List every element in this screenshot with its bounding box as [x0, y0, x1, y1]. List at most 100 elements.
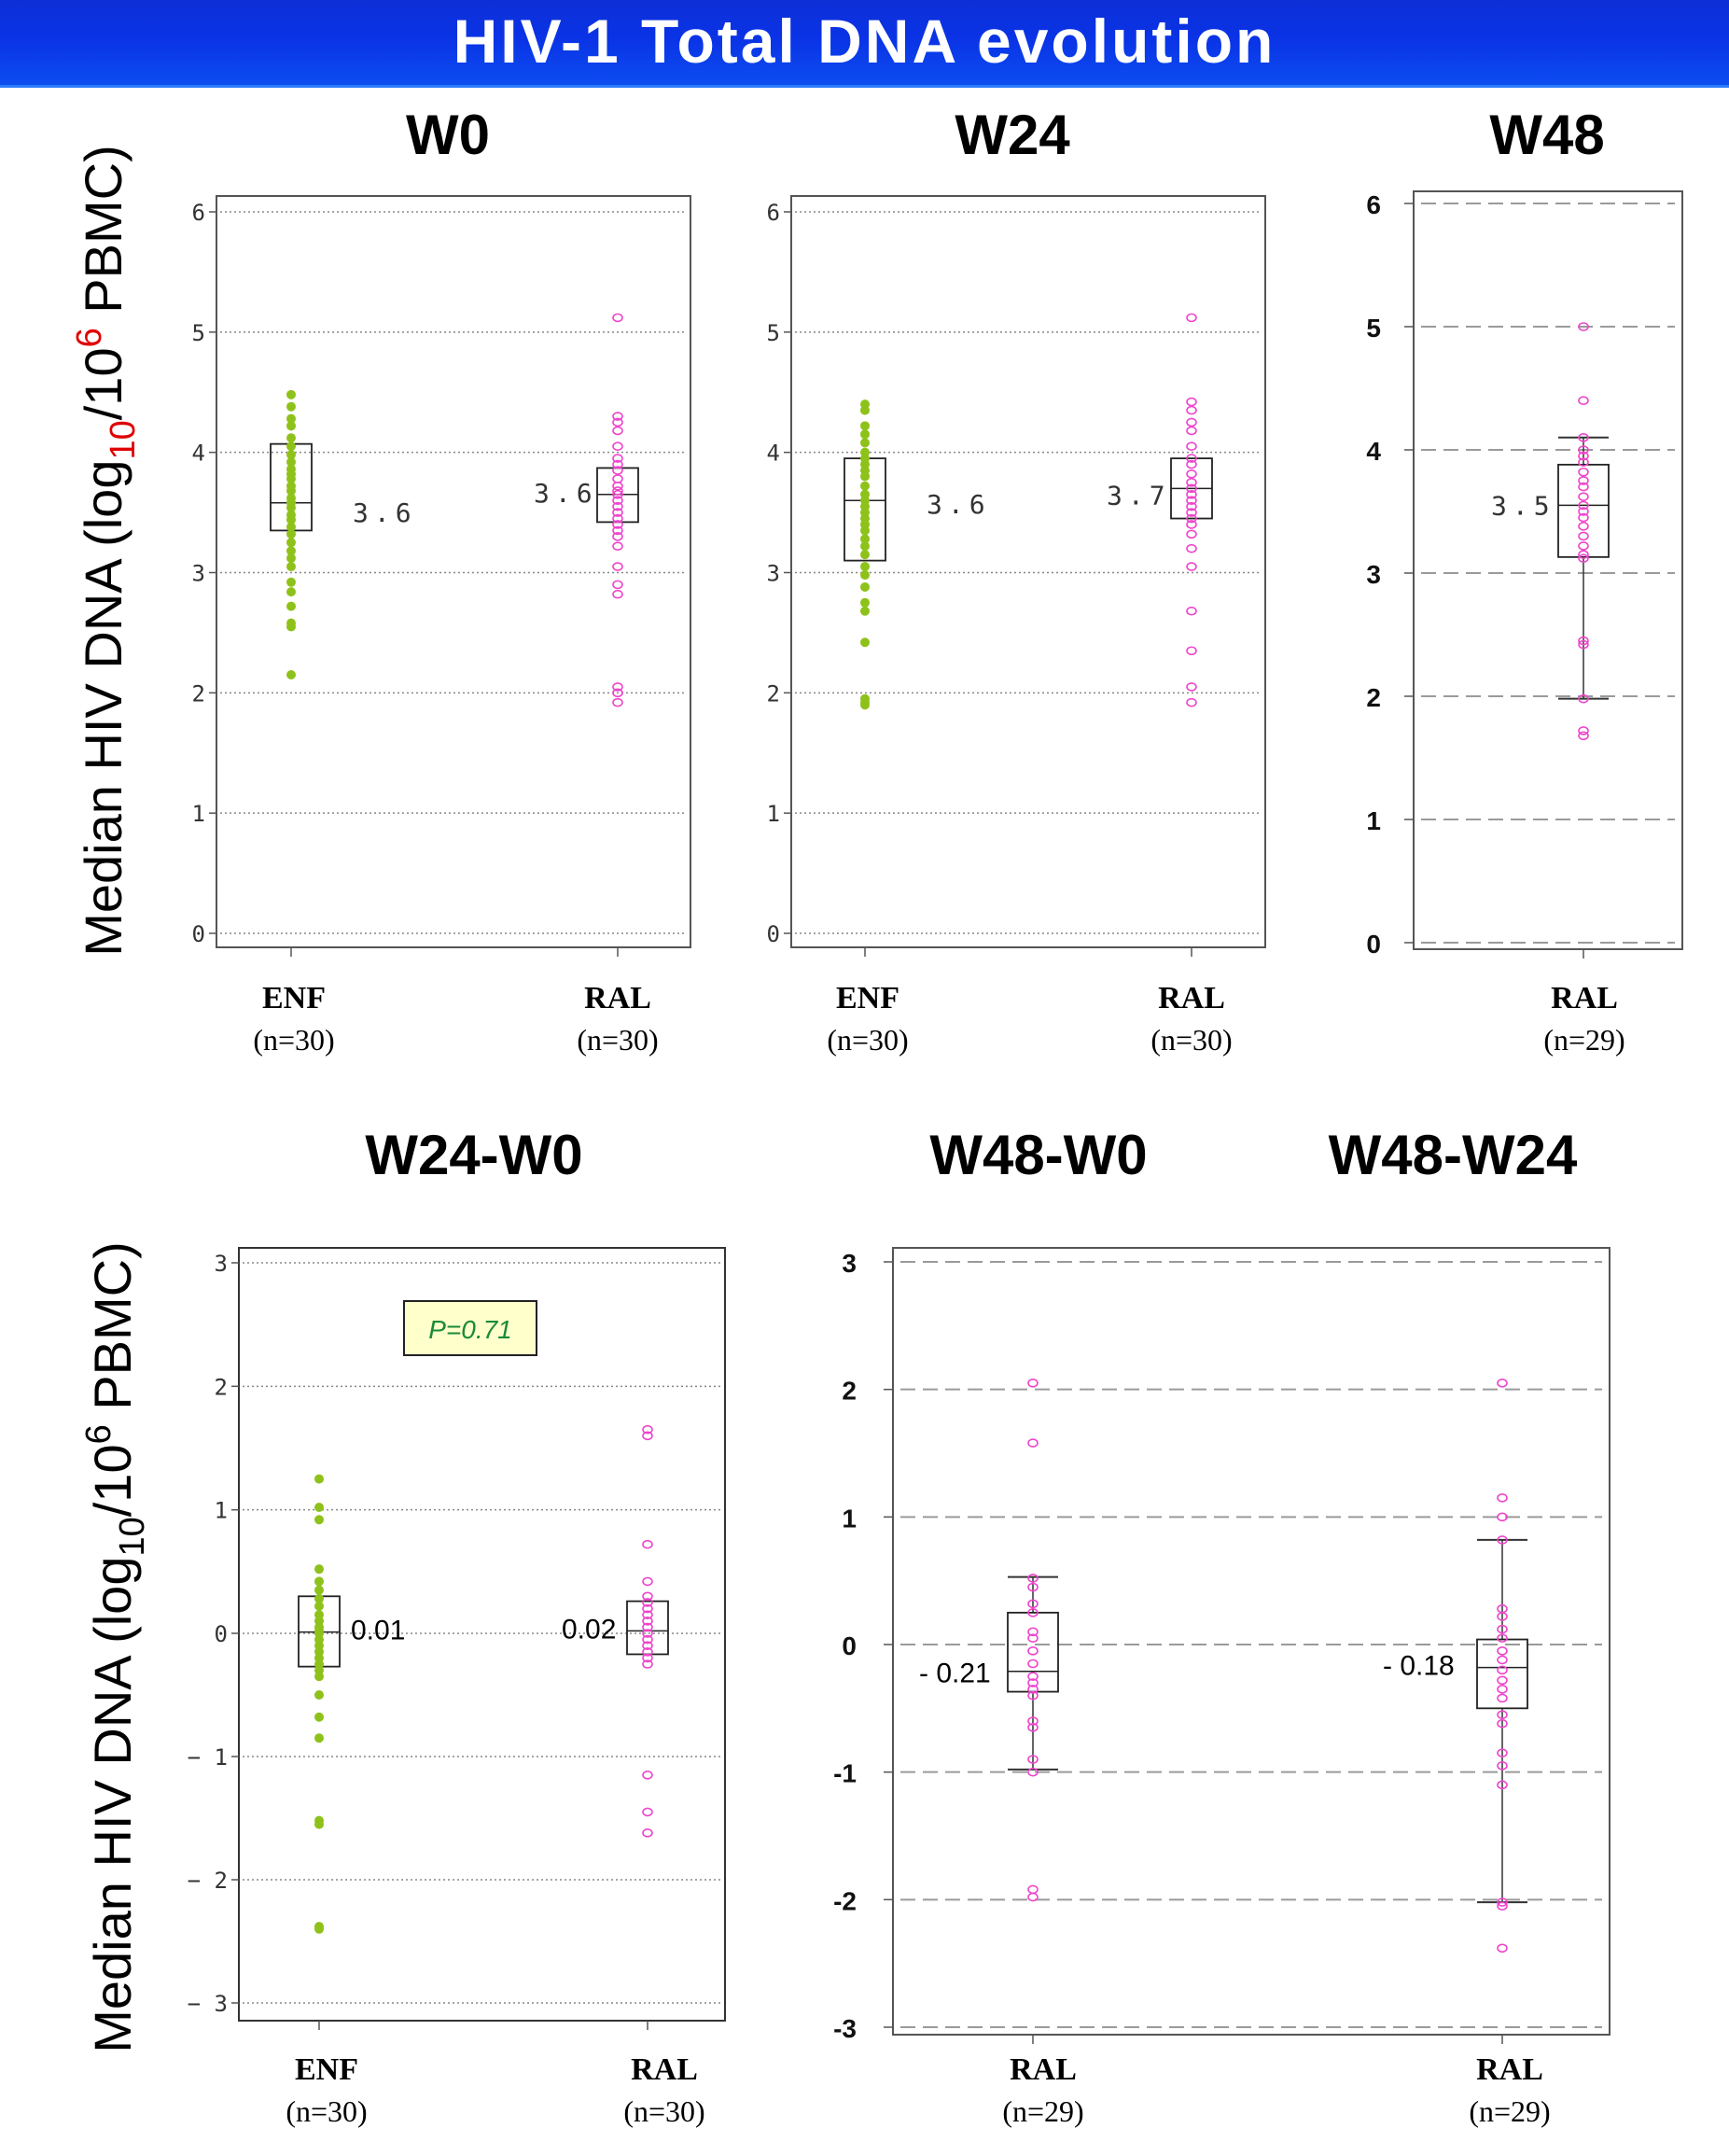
data-point-ral — [612, 417, 623, 427]
data-point-ral — [642, 1629, 653, 1638]
data-point-ral — [642, 1603, 653, 1614]
data-point-ral — [1186, 459, 1197, 469]
group-label: ENF — [262, 981, 326, 1015]
chart-panel-w24-1: W24 0 1 2 3 4 5 6 ENF (n=30) 3.6 RAL (n=30) 3.7 — [767, 104, 1266, 1057]
data-point-ral — [612, 697, 623, 707]
data-point-ral — [1578, 500, 1589, 511]
group-ral: RAL (n=30) 3.7 — [1107, 313, 1233, 1057]
tick-label: 4 — [767, 441, 780, 467]
tick-label: − 3 — [188, 1991, 228, 2017]
data-point-ral — [1578, 731, 1589, 741]
tick-label: 0 — [767, 921, 780, 947]
data-point-ral — [612, 688, 623, 698]
tick-label: 3 — [842, 1249, 857, 1278]
data-point-ral — [1186, 513, 1197, 524]
tick-label: 5 — [1366, 314, 1381, 343]
data-point-ral — [1497, 1665, 1508, 1675]
data-point-enf — [860, 471, 870, 482]
data-point-ral — [1186, 441, 1197, 452]
group-label: RAL — [631, 2052, 698, 2087]
data-point-enf — [286, 514, 296, 525]
data-point-enf — [314, 1564, 324, 1575]
tick-label: 1 — [842, 1504, 857, 1533]
data-point-ral — [642, 1807, 653, 1817]
banner-title: HIV-1 Total DNA evolution — [453, 7, 1276, 76]
group-n-label: (n=30) — [577, 1023, 658, 1057]
data-point-enf — [860, 541, 870, 552]
data-point-ral — [1027, 1599, 1039, 1609]
data-point-ral — [1186, 682, 1197, 692]
data-point-enf — [286, 413, 296, 424]
data-point-ral — [612, 454, 623, 463]
panel-title: W0 — [406, 104, 490, 166]
data-point-ral — [642, 1539, 653, 1549]
data-point-ral — [1027, 1633, 1039, 1643]
data-point-ral — [1578, 467, 1589, 477]
tick-label: 6 — [192, 200, 205, 226]
group-ral: RAL (n=30) 0.02 — [562, 1424, 705, 2128]
data-point-ral — [642, 1634, 653, 1645]
data-point-enf — [286, 538, 296, 548]
group-label: RAL — [1551, 981, 1618, 1015]
data-point-ral — [612, 474, 623, 483]
data-point-enf — [860, 438, 870, 448]
data-point-enf — [314, 1576, 324, 1587]
data-point-ral — [1186, 562, 1197, 571]
data-point-ral — [1497, 1897, 1508, 1907]
group-n-label: (n=30) — [253, 1023, 334, 1057]
data-point-ral — [642, 1591, 653, 1602]
data-point-enf — [860, 481, 870, 491]
group-n-label: (n=30) — [623, 2094, 704, 2128]
data-point-enf — [860, 597, 870, 608]
data-point-ral — [1027, 1659, 1039, 1669]
tick-label: 0 — [1366, 930, 1381, 959]
data-point-ral — [1578, 531, 1589, 541]
data-point-enf — [314, 1672, 324, 1682]
group-label: RAL — [1476, 2052, 1543, 2087]
data-point-ral — [1186, 508, 1197, 517]
data-point-ral — [1497, 1748, 1508, 1757]
p-value-box — [403, 1300, 537, 1356]
data-point-ral — [1578, 322, 1589, 331]
data-point-ral — [1027, 1716, 1039, 1726]
median-value-label: 3.6 — [353, 497, 417, 528]
data-point-ral — [1578, 492, 1589, 501]
data-point-enf — [286, 670, 296, 680]
data-point-ral — [1186, 496, 1197, 506]
tick-label: 2 — [192, 680, 205, 707]
data-point-enf — [286, 622, 296, 632]
data-point-enf — [286, 587, 296, 597]
panel-title: W48-W0 — [929, 1124, 1147, 1186]
data-point-enf — [860, 562, 870, 572]
data-point-ral — [1027, 1627, 1039, 1637]
data-point-enf — [314, 1474, 324, 1484]
data-point-enf — [860, 525, 870, 536]
data-point-ral — [612, 589, 623, 599]
data-point-enf — [860, 570, 870, 581]
data-point-enf — [860, 421, 870, 431]
data-point-enf — [860, 700, 870, 710]
data-point-enf — [286, 474, 296, 484]
group-n-label: (n=30) — [286, 2094, 367, 2128]
data-point-ral — [1497, 1512, 1508, 1522]
data-point-enf — [286, 389, 296, 399]
group-enf: ENF (n=30) 3.6 — [253, 389, 417, 1057]
data-point-ral — [1186, 417, 1197, 427]
data-point-ral — [1186, 478, 1197, 487]
data-point-enf — [860, 637, 870, 648]
data-point-ral — [612, 313, 623, 323]
data-point-ral — [1027, 1690, 1039, 1701]
data-point-ral — [1578, 476, 1589, 485]
data-point-ral — [612, 580, 623, 590]
data-point-enf — [286, 450, 296, 460]
data-point-ral — [1497, 1901, 1508, 1911]
data-point-ral — [642, 1576, 653, 1587]
data-point-ral — [1578, 541, 1589, 551]
tick-label: − 1 — [188, 1744, 228, 1771]
data-point-ral — [612, 508, 623, 517]
data-point-enf — [286, 441, 296, 452]
data-point-ral — [1186, 454, 1197, 463]
data-point-ral — [1186, 697, 1197, 707]
data-point-enf — [286, 553, 296, 564]
